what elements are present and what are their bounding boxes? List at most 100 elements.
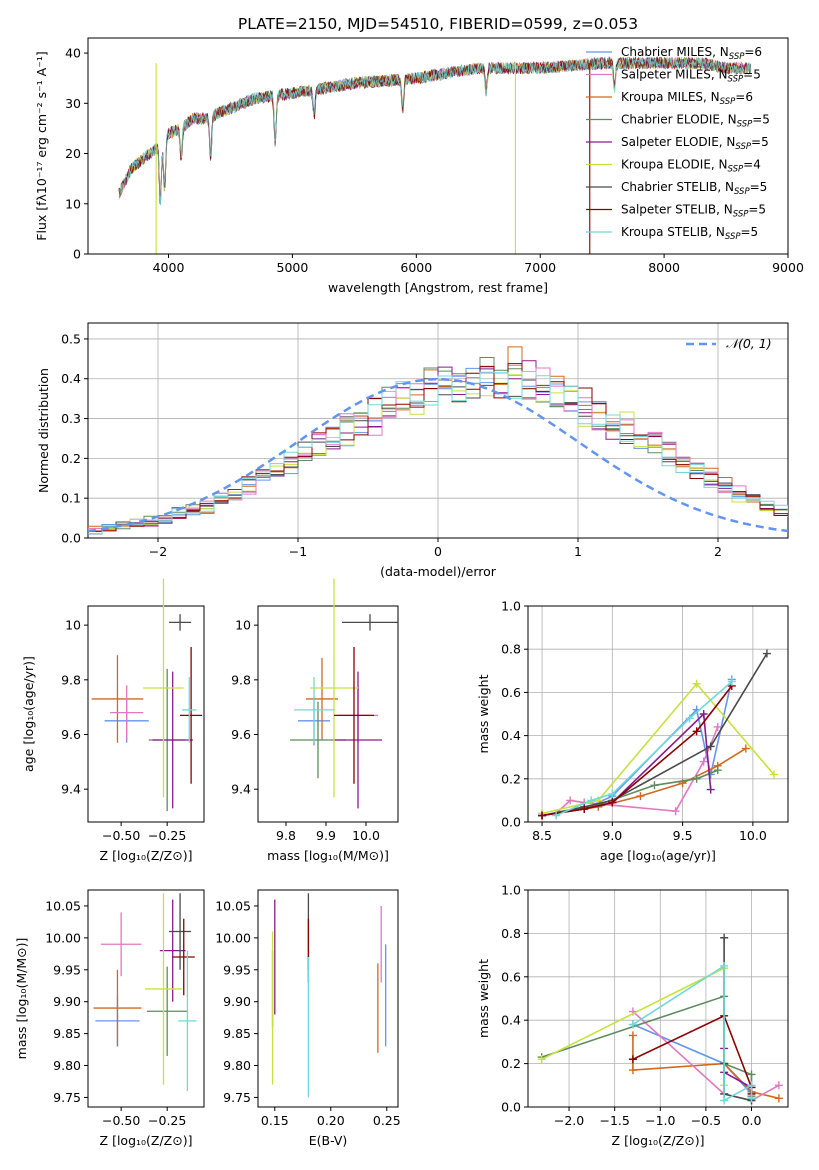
legend-label: 𝒩(0, 1) (726, 336, 772, 351)
weight-marker (628, 1066, 637, 1075)
tick-label-y: 9.4 (231, 782, 251, 797)
tick-label-x: −0.25 (148, 828, 186, 843)
axes-mass_weight_vs_Z: −2.0 −1.5 −1.0 −0.5 0.0 0.0 0.2 0.4 0.6 0.8 1.0 Z [… (476, 883, 789, 1148)
tick-label-y: 9.6 (231, 727, 251, 742)
tick-label-y: 9.8 (61, 672, 81, 687)
weight-marker (762, 649, 771, 658)
weight-marker (720, 961, 729, 970)
tick-label-x: −1 (289, 544, 307, 559)
tick-label-x: −0.50 (102, 828, 140, 843)
tick-label-y: 9.6 (61, 727, 81, 742)
plot-frame (257, 605, 399, 823)
tick-label-x: 4000 (153, 260, 185, 275)
plot-frame (87, 605, 205, 823)
weight-marker (727, 677, 736, 686)
tick-label-x: 2 (714, 544, 722, 559)
tick-label-x: 5000 (277, 260, 309, 275)
tick-label-y: 0.4 (61, 371, 81, 386)
x-axis-label: E(B-V) (309, 1133, 348, 1148)
tick-label-y: 0.6 (501, 685, 521, 700)
y-axis-label: age [log₁₀(age/yr)] (21, 656, 36, 772)
tick-label-y: 0.0 (61, 531, 81, 546)
tick-label-y: 0.4 (501, 1013, 521, 1028)
tick-label-y: 0.8 (501, 926, 521, 941)
tick-label-y: 9.90 (223, 994, 251, 1009)
weight-marker (699, 710, 708, 718)
weight-marker (538, 811, 547, 820)
legend-label: Salpeter MILES, NSSP=5 (621, 68, 761, 85)
plot-frame (527, 889, 789, 1108)
tick-label-x: 0 (434, 544, 442, 559)
weight-marker (608, 789, 617, 798)
legend-label: Chabrier STELIB, NSSP=5 (621, 180, 767, 197)
tick-label-x: 10.0 (739, 828, 767, 843)
tick-label-y: 0.4 (501, 728, 521, 743)
tick-label-x: 8.5 (532, 828, 552, 843)
plot-frame (527, 605, 789, 823)
x-axis-label: wavelength [Angstrom, rest frame] (328, 280, 548, 295)
weight-marker (650, 781, 659, 790)
x-axis-label: Z [log₁₀(Z/Z⊙)] (612, 1133, 705, 1148)
tick-label-y: 0.0 (501, 815, 521, 830)
tick-label-y: 0.2 (501, 1056, 521, 1071)
weight-marker (720, 933, 729, 942)
legend-label: Kroupa ELODIE, NSSP=4 (621, 158, 761, 175)
weight-marker (720, 1096, 729, 1105)
weight-marker (692, 774, 701, 783)
plot-frame (87, 889, 205, 1108)
y-axis-label: mass [log₁₀(M/M⊙)] (14, 938, 29, 1060)
weight-marker (774, 1094, 783, 1103)
x-axis-label: Z [log₁₀(Z/Z⊙)] (100, 1133, 193, 1148)
weight-marker (692, 679, 701, 688)
tick-label-y: 0 (73, 247, 81, 262)
weight-marker (566, 796, 575, 805)
tick-label-y: 10 (65, 618, 81, 633)
weight-marker (747, 1070, 756, 1079)
weight-line-2 (555, 726, 719, 814)
tick-label-y: 9.75 (53, 1090, 81, 1105)
axes-mass_vs_ebv: 0.15 0.20 0.25 9.75 9.80 9.85 9.90 9.95 10.00 10.… (215, 889, 401, 1148)
figure-title: PLATE=2150, MJD=54510, FIBERID=0599, z=0… (238, 15, 638, 33)
tick-label-x: −0.50 (102, 1113, 140, 1128)
normal-curve (88, 377, 788, 533)
tick-label-x: 0.15 (261, 1113, 289, 1128)
weight-marker (552, 811, 561, 820)
axes-mass_weight_vs_age: 8.5 9.0 9.5 10.0 0.0 0.2 0.4 0.6 0.8 1.0 age [log₁… (476, 599, 789, 863)
tick-label-y: 9.85 (223, 1026, 251, 1041)
plot-frame (87, 37, 789, 255)
tick-label-y: 20 (65, 146, 81, 161)
tick-label-y: 9.80 (223, 1058, 251, 1073)
tick-label-y: 10.00 (215, 930, 251, 945)
x-axis-label: age [log₁₀(age/yr)] (600, 848, 716, 863)
tick-label-y: 9.95 (223, 962, 251, 977)
tick-label-y: 0.2 (501, 771, 521, 786)
tick-label-x: −1.0 (645, 1113, 675, 1128)
tick-label-y: 40 (65, 46, 81, 61)
x-axis-label: mass [log₁₀(M/M⊙)] (267, 848, 389, 863)
legend-label: Kroupa MILES, NSSP=6 (621, 90, 753, 107)
x-axis-label: (data-model)/error (380, 564, 497, 579)
tick-label-y: 9.90 (53, 994, 81, 1009)
legend-label: Chabrier ELODIE, NSSP=5 (621, 113, 770, 130)
legend-label: Kroupa STELIB, NSSP=5 (621, 225, 758, 242)
spectrum-series-8 (118, 56, 752, 206)
weight-marker (537, 1055, 546, 1064)
tick-label-x: 9.9 (316, 828, 336, 843)
weight-marker (769, 770, 778, 779)
tick-label-y: 1.0 (501, 883, 521, 898)
weight-marker (628, 1020, 637, 1029)
weight-marker (747, 1081, 756, 1090)
tick-label-y: 0.6 (501, 969, 521, 984)
tick-label-x: −0.5 (691, 1113, 721, 1128)
weight-marker (685, 714, 694, 723)
legend: Chabrier MILES, NSSP=6 Salpeter MILES, NS… (586, 45, 770, 242)
axes-mass_vs_Z: −0.50 −0.25 9.75 9.80 9.85 9.90 9.95 10.00 10.05… (14, 889, 205, 1148)
tick-label-y: 9.95 (53, 962, 81, 977)
histograms (88, 346, 788, 535)
tick-label-x: 0.25 (373, 1113, 401, 1128)
tick-label-x: 9.5 (673, 828, 693, 843)
tick-label-y: 10 (65, 196, 81, 211)
plot-frame (257, 889, 399, 1108)
weight-marker (774, 1081, 783, 1090)
tick-label-y: 10.05 (215, 898, 251, 913)
